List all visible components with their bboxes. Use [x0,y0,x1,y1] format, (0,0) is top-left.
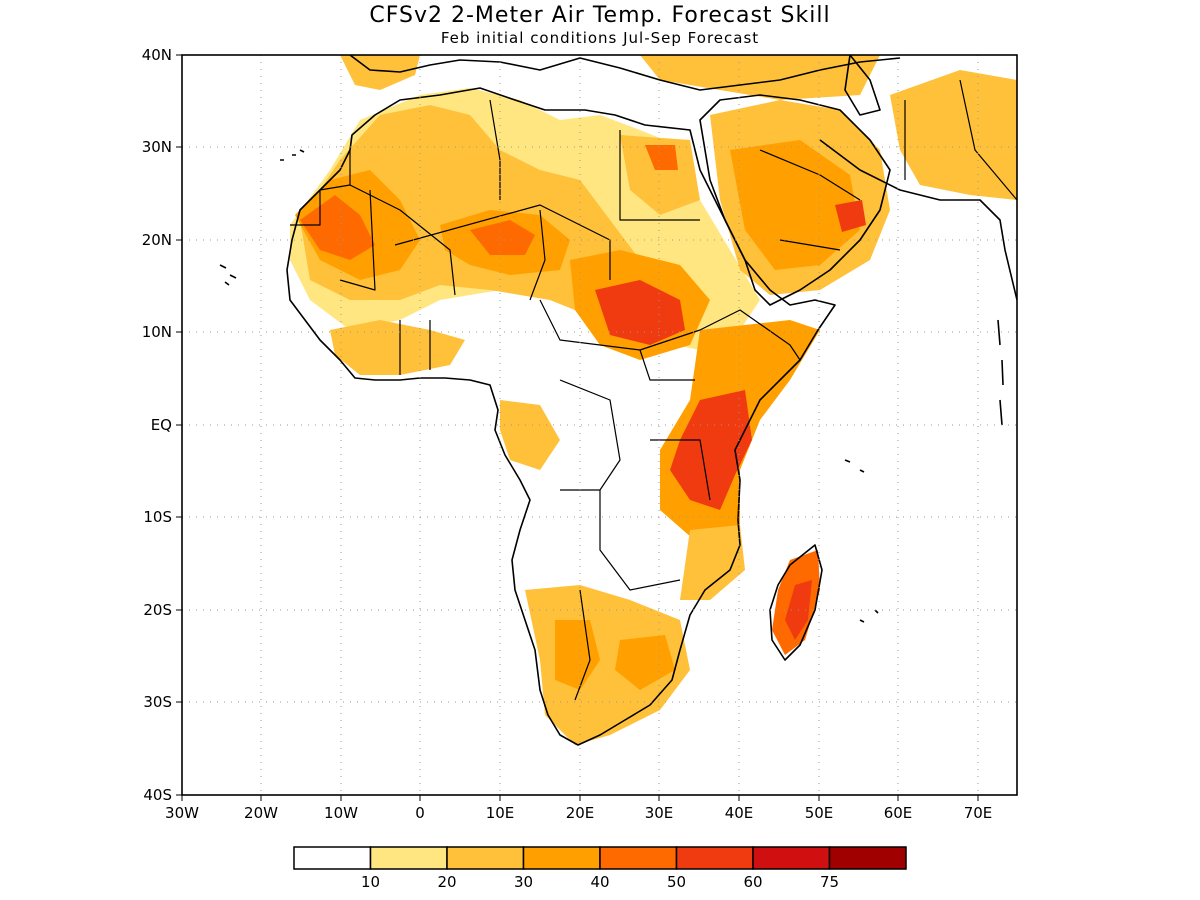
region-southern-africa-orange [555,620,600,690]
lon-axis: 30W 20W 10W 0 10E 20E 30E 40E 50E 60E 70… [165,795,992,822]
lon-tick-label: 50E [805,804,834,822]
colorbar-swatch [522,846,601,870]
lon-tick-label: 40E [725,804,754,822]
colorbar-swatch [599,846,678,870]
region-egypt-orange [620,135,700,215]
colorbar-label: 20 [437,873,456,891]
seychelles-islands [844,459,865,473]
canary-islands [280,149,305,161]
colorbar-label: 50 [667,873,686,891]
colorbar-swatch [828,846,907,870]
madagascar-coastline [769,544,823,661]
region-iran [890,70,1017,200]
africa-coastline [286,87,836,746]
colorbar-swatch [446,846,525,870]
colorbar-label: 40 [590,873,609,891]
lat-tick-label: 20S [143,601,172,619]
region-west-africa-coast [330,320,465,375]
colorbar-swatch [293,846,372,870]
lon-tick-label: 20E [566,804,595,822]
colorbar-swatch [675,846,754,870]
region-congo [500,400,560,470]
country-borders [290,79,1017,701]
region-mozambique [680,525,745,600]
region-mauritania-red [300,195,375,260]
coastlines [219,55,1017,746]
lat-tick-label: 10S [143,508,172,526]
cape-verde-islands [219,264,237,286]
colorbar-label: 10 [361,873,380,891]
lat-axis: 40N 30N 20N 10N EQ 10S 20S 30S 40S [142,46,182,804]
graticule [182,55,1017,795]
colorbar-label: 30 [514,873,533,891]
region-europe-east [640,55,880,100]
lon-tick-label: 0 [415,804,425,822]
colorbar-label: 75 [820,873,839,891]
region-arabia-orange [730,140,860,270]
europe-coastline [349,55,901,91]
colorbar-swatch [752,846,831,870]
lat-tick-label: 30N [142,138,172,156]
maldives-islands [997,319,1004,426]
iran-coastline [819,139,1017,301]
region-egypt-dorange [645,145,678,170]
lat-tick-label: 40S [143,786,172,804]
lon-tick-label: 20W [244,804,278,822]
lon-tick-label: 60E [884,804,913,822]
lat-tick-label: 30S [143,693,172,711]
lat-tick-label: EQ [151,416,172,434]
lon-tick-label: 70E [964,804,993,822]
lon-tick-label: 10W [324,804,358,822]
map-subtitle: Feb initial conditions Jul-Sep Forecast [441,29,759,47]
colorbar-swatch [369,846,448,870]
lon-tick-label: 10E [486,804,515,822]
arabia-coastline [699,94,891,306]
region-southern-africa-orange-2 [615,635,675,690]
region-east-africa-red [670,390,752,510]
map-title: CFSv2 2-Meter Air Temp. Forecast Skill [369,3,830,28]
colorbar-label: 60 [743,873,762,891]
region-niger-red [470,220,535,255]
caspian-coastline [844,55,881,116]
plot-area [182,55,1017,795]
region-sudan-red [595,280,685,345]
lon-tick-label: 30E [645,804,674,822]
lat-tick-label: 20N [142,231,172,249]
lon-tick-label: 30W [165,804,199,822]
region-europe-south [340,55,420,90]
region-arabia-red [835,200,866,232]
lat-tick-label: 10N [142,323,172,341]
colorbar: 10 20 30 40 50 60 75 [293,846,907,891]
lat-tick-label: 40N [142,46,172,64]
